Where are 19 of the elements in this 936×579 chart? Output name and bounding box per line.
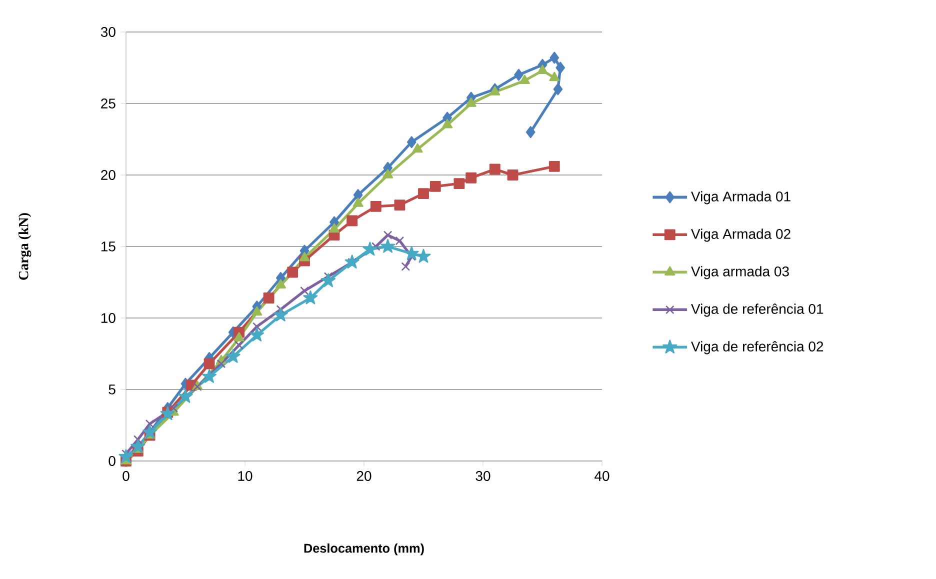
legend-label: Viga Armada 01 (691, 191, 790, 204)
x-axis-title: Deslocamento (mm) (304, 543, 424, 556)
legend-label: Viga de referência 02 (691, 341, 824, 354)
x-tick-label: 30 (476, 471, 490, 481)
y-tick-label: 30 (100, 27, 116, 37)
legend-label: Viga de referência 01 (691, 304, 824, 317)
y-tick-label: 0 (108, 456, 116, 466)
x-tick-label: 10 (238, 471, 252, 481)
legend-label: Viga armada 03 (691, 266, 789, 280)
x-tick-label: 0 (122, 471, 130, 481)
x-tick-label: 40 (594, 471, 610, 481)
x-tick-label: 20 (356, 471, 372, 481)
y-tick-label: 20 (101, 170, 116, 180)
legend-label: Viga Armada 02 (691, 228, 790, 242)
y-axis-title: Carga (kN) (18, 213, 32, 280)
y-tick-label: 5 (108, 384, 116, 394)
y-tick-label: 15 (101, 242, 116, 252)
y-tick-label: 25 (101, 98, 116, 108)
y-tick-label: 10 (101, 313, 116, 323)
